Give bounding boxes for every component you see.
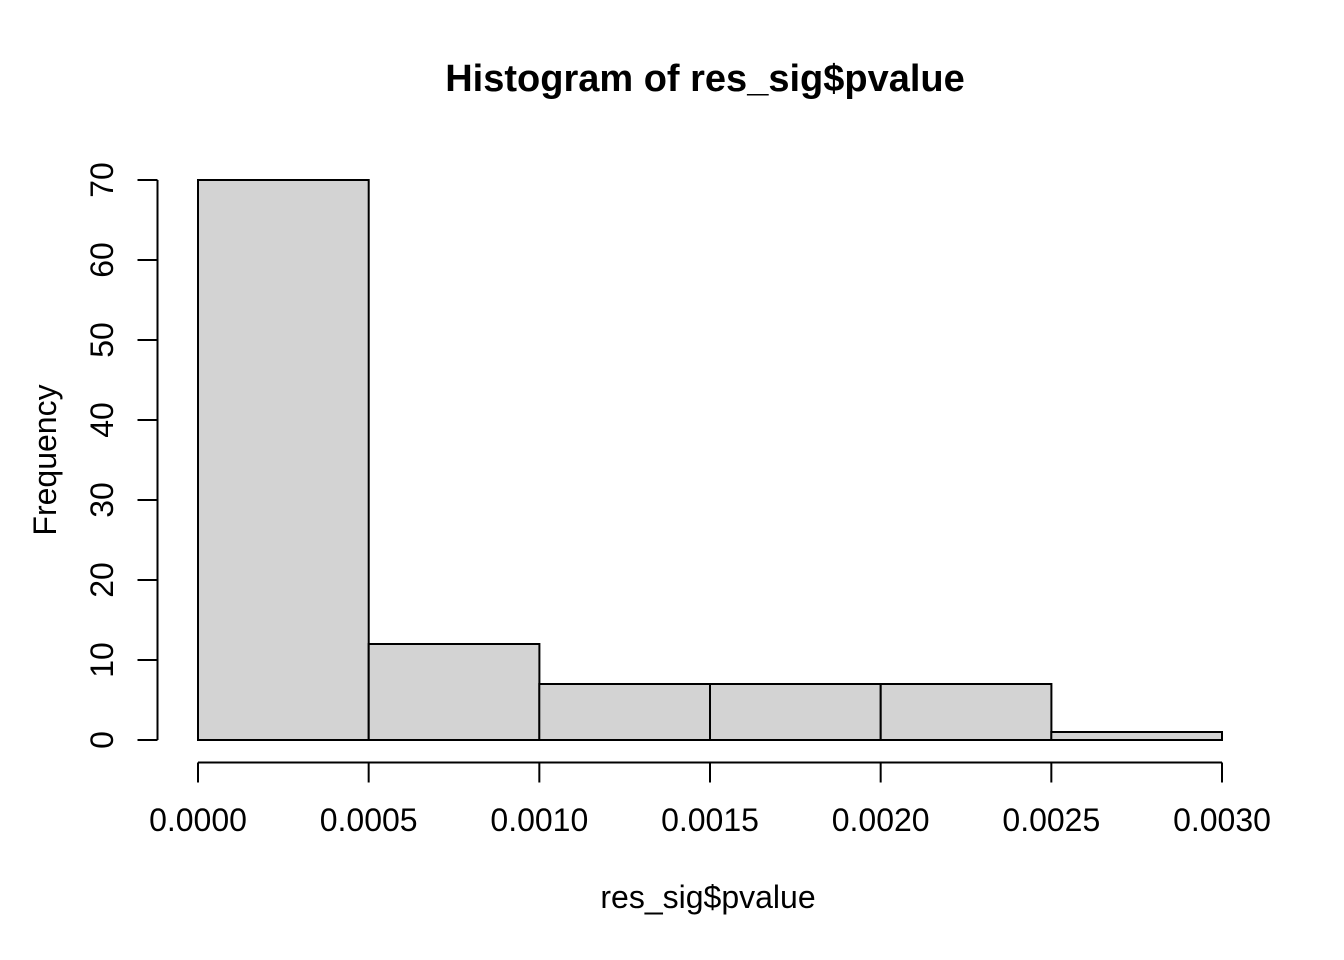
y-tick-label: 0 xyxy=(84,731,120,749)
x-axis-label: res_sig$pvalue xyxy=(600,879,815,915)
y-axis: 0 10 20 30 40 50 60 70 xyxy=(84,162,159,749)
histogram-bar xyxy=(1050,731,1224,741)
bars-group xyxy=(197,179,1224,741)
histogram-bar xyxy=(709,683,882,741)
x-tick-label: 0.0030 xyxy=(1173,802,1271,838)
y-tick-label: 40 xyxy=(84,402,120,438)
histogram-bar xyxy=(538,683,711,741)
x-axis: 0.0000 0.0005 0.0010 0.0015 0.0020 0.0025 0.00… xyxy=(149,761,1271,838)
histogram-bar xyxy=(367,643,541,741)
y-tick-label: 60 xyxy=(84,242,120,278)
x-tick-label: 0.0000 xyxy=(149,802,247,838)
x-tick-label: 0.0015 xyxy=(661,802,759,838)
chart-title: Histogram of res_sig$pvalue xyxy=(445,58,965,100)
x-tick-label: 0.0005 xyxy=(320,802,418,838)
y-tick-label: 50 xyxy=(84,322,120,358)
y-tick-label: 10 xyxy=(84,642,120,678)
y-tick-label: 20 xyxy=(84,562,120,598)
y-axis-label: Frequency xyxy=(27,384,63,535)
y-tick-label: 30 xyxy=(84,482,120,518)
x-tick-label: 0.0010 xyxy=(490,802,588,838)
x-tick-label: 0.0020 xyxy=(832,802,930,838)
x-tick-label: 0.0025 xyxy=(1002,802,1100,838)
histogram-bar xyxy=(879,683,1053,741)
y-tick-label: 70 xyxy=(84,162,120,198)
histogram-bar xyxy=(197,179,370,741)
